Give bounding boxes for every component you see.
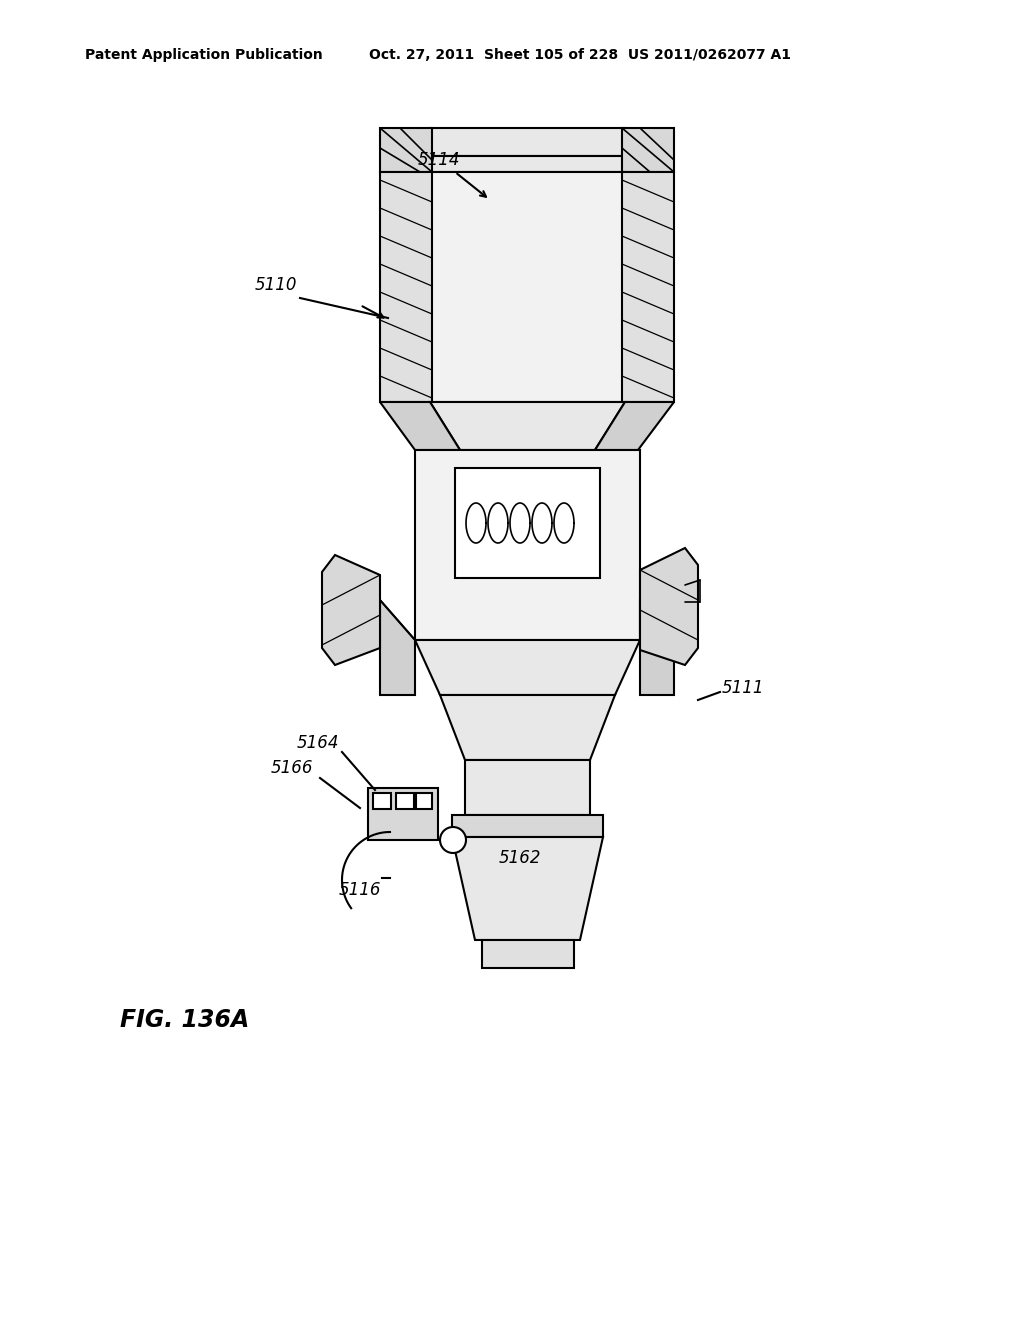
Bar [430,128,625,156]
Bar [622,172,674,403]
Circle shape [440,828,466,853]
Polygon shape [452,837,603,940]
Text: Patent Application Publication: Patent Application Publication [85,48,323,62]
Bar [415,450,640,640]
Bar [368,788,438,840]
Polygon shape [640,548,698,665]
Bar [455,469,600,578]
Text: 5111: 5111 [722,678,765,697]
Bar [622,128,674,172]
Polygon shape [595,403,674,450]
Polygon shape [380,403,460,450]
Text: FIG. 136A: FIG. 136A [121,1008,250,1032]
Bar [380,128,432,172]
Text: 5110: 5110 [255,276,298,294]
Polygon shape [380,601,415,696]
Bar [396,793,414,809]
Text: 5114: 5114 [418,150,461,169]
Bar [373,793,391,809]
Polygon shape [440,696,615,760]
Text: 5166: 5166 [270,759,313,777]
Bar [452,814,603,837]
Bar [416,793,432,809]
Polygon shape [640,601,674,696]
Text: 5162: 5162 [499,849,542,867]
Bar [430,172,625,403]
Bar [465,760,590,814]
Bar [380,172,432,403]
Text: Oct. 27, 2011  Sheet 105 of 228  US 2011/0262077 A1: Oct. 27, 2011 Sheet 105 of 228 US 2011/0… [369,48,791,62]
Text: 5164: 5164 [297,734,339,752]
Polygon shape [415,640,640,696]
Polygon shape [430,403,625,450]
Bar [408,156,646,172]
Bar [482,940,574,968]
Text: 5116: 5116 [339,880,381,899]
Polygon shape [322,554,380,665]
